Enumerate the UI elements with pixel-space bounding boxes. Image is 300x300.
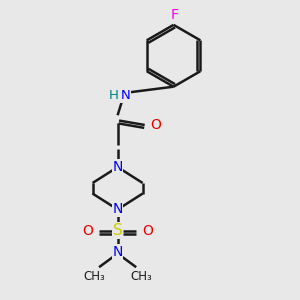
- Text: N: N: [112, 202, 123, 217]
- Text: F: F: [171, 8, 179, 22]
- Text: CH₃: CH₃: [83, 270, 105, 283]
- Text: S: S: [113, 223, 122, 238]
- Text: CH₃: CH₃: [130, 270, 152, 283]
- Text: O: O: [82, 224, 93, 238]
- Text: N: N: [112, 245, 123, 259]
- Text: H: H: [109, 89, 119, 102]
- Text: N: N: [112, 160, 123, 174]
- Text: N: N: [121, 89, 130, 102]
- Text: O: O: [142, 224, 153, 238]
- Text: O: O: [150, 118, 161, 132]
